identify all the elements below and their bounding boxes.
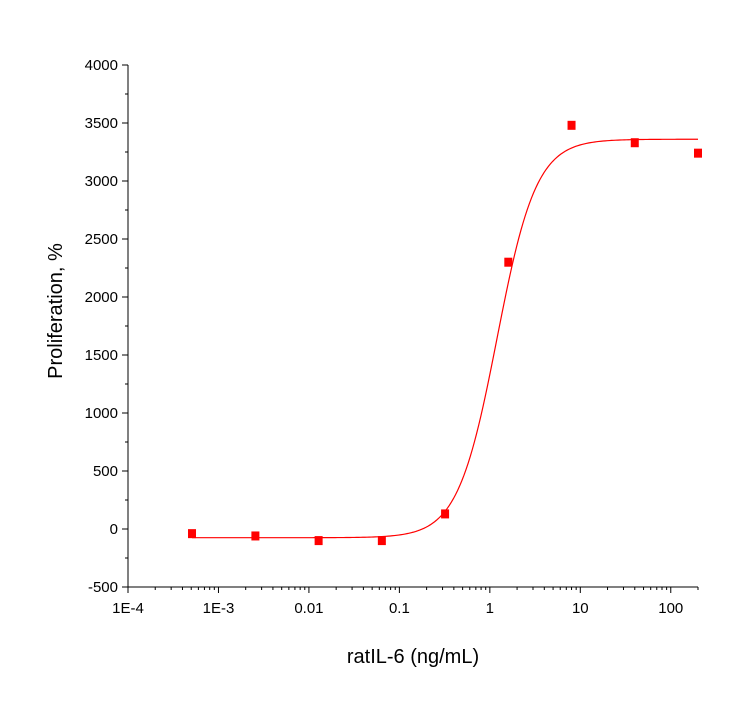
data-point — [504, 257, 513, 267]
x-tick-label: 0.01 — [294, 600, 323, 617]
data-point — [694, 148, 702, 158]
data-point — [314, 536, 323, 546]
y-tick-label: 1500 — [85, 347, 118, 364]
x-axis-ticks: 1E-4 1E-3 0.01 0.1 1 10 100 — [112, 587, 699, 617]
y-tick-label: 4000 — [85, 57, 118, 74]
data-point — [377, 536, 386, 546]
y-axis-title: Proliferation, % — [45, 243, 67, 379]
y-tick-label: 500 — [93, 463, 118, 480]
y-tick-label: 1000 — [85, 405, 118, 422]
x-tick-label: 1E-4 — [112, 600, 144, 617]
y-tick-label: -500 — [88, 579, 118, 596]
x-tick-label: 1 — [486, 600, 494, 617]
x-tick-label: 1E-3 — [203, 600, 235, 617]
data-point — [251, 531, 260, 541]
y-tick-label: 3000 — [85, 173, 118, 190]
fit-curve — [192, 138, 699, 539]
y-tick-label: 0 — [110, 521, 118, 538]
plot-area: 1E-4 1E-3 0.01 0.1 1 10 100 -500 0 500 1000 1500 20… — [85, 57, 702, 617]
x-tick-label: 0.1 — [389, 600, 410, 617]
data-points — [188, 120, 702, 546]
data-point — [188, 529, 197, 539]
data-point — [567, 120, 576, 130]
x-tick-label: 100 — [658, 600, 683, 617]
y-axis-ticks: -500 0 500 1000 1500 2000 2500 3000 3500 4000 — [85, 57, 128, 596]
data-point — [441, 509, 450, 519]
y-tick-label: 3500 — [85, 115, 118, 132]
y-tick-label: 2500 — [85, 231, 118, 248]
y-tick-label: 2000 — [85, 289, 118, 306]
x-tick-label: 10 — [572, 600, 589, 617]
data-point — [630, 138, 639, 148]
x-axis-title: ratIL-6 (ng/mL) — [347, 646, 479, 668]
